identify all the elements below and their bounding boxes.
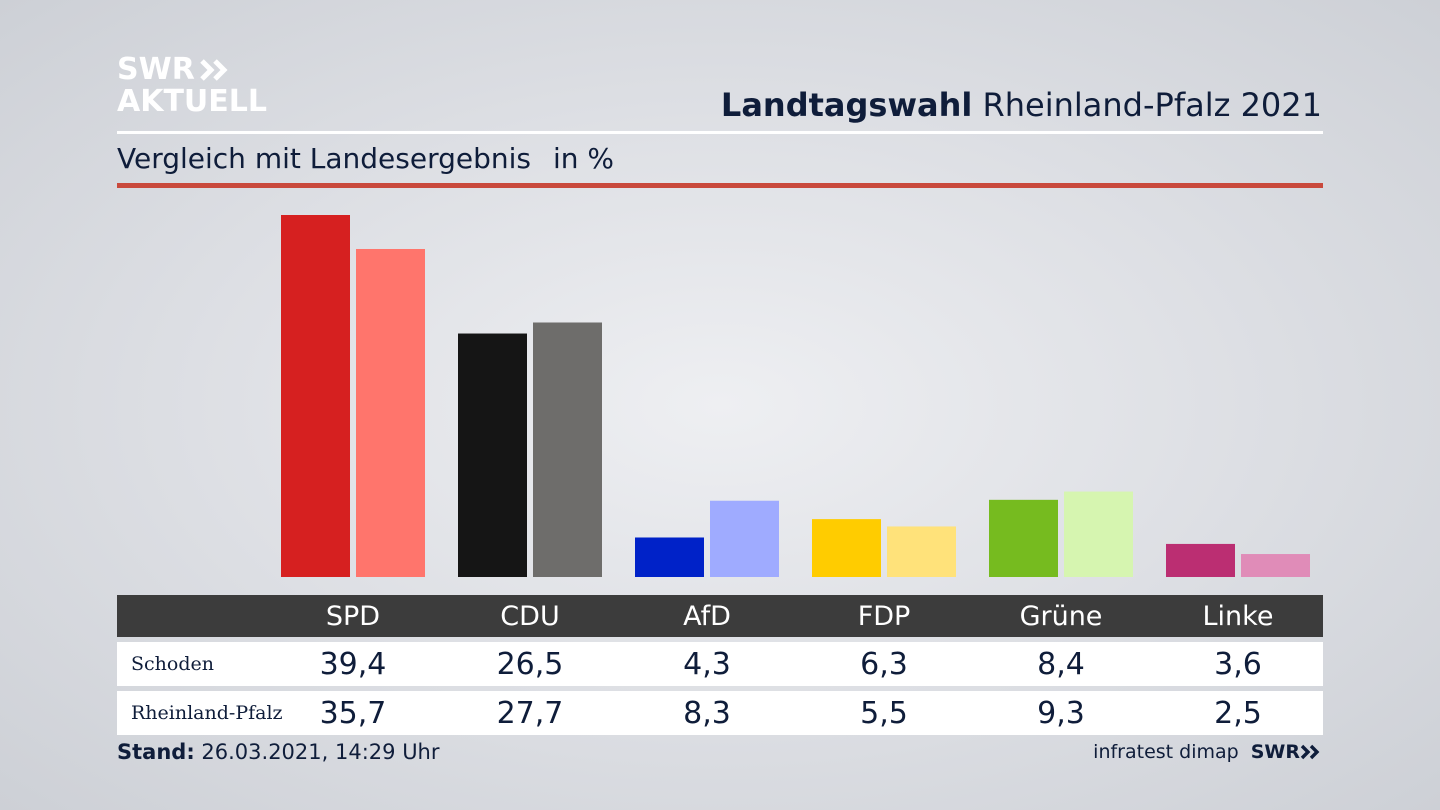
stand-label: Stand: bbox=[117, 740, 195, 764]
table-cell: 4,3 bbox=[683, 646, 731, 682]
table-cell: 3,6 bbox=[1214, 646, 1262, 682]
table-row: Rheinland-Pfalz 35,7 27,7 8,3 5,5 9,3 2,5 bbox=[117, 691, 1323, 735]
logo-line-2: AKTUELL bbox=[117, 84, 268, 119]
source-credit: infratest dimap SWR bbox=[1093, 741, 1322, 763]
bar-grne-state bbox=[1064, 491, 1133, 577]
table-cell: 5,5 bbox=[860, 695, 908, 731]
title-bold: Landtagswahl bbox=[720, 86, 973, 124]
table-cell: 39,4 bbox=[319, 646, 387, 682]
swr-aktuell-logo: SWR AKTUELL bbox=[117, 54, 267, 118]
title-rest: Rheinland-Pfalz 2021 bbox=[982, 86, 1322, 124]
column-header: Linke bbox=[1202, 600, 1274, 632]
logo-chevrons-icon bbox=[200, 59, 228, 81]
table-cell: 6,3 bbox=[860, 646, 908, 682]
bar-afd-local bbox=[635, 537, 704, 577]
bar-fdp-local bbox=[812, 519, 881, 577]
bar-grne-local bbox=[989, 499, 1058, 577]
column-header: Grüne bbox=[1019, 600, 1103, 632]
table-cell: 2,5 bbox=[1214, 695, 1262, 731]
timestamp: Stand: 26.03.2021, 14:29 Uhr bbox=[117, 740, 440, 764]
column-header: SPD bbox=[325, 600, 381, 632]
bar-fdp-state bbox=[887, 526, 956, 577]
bar-linke-local bbox=[1166, 543, 1235, 577]
table-cell: 8,4 bbox=[1037, 646, 1085, 682]
stand-value: 26.03.2021, 14:29 Uhr bbox=[201, 740, 440, 764]
row-label: Rheinland-Pfalz bbox=[131, 702, 283, 724]
source-chevrons-icon bbox=[1300, 744, 1320, 760]
bar-linke-state bbox=[1241, 554, 1310, 577]
logo-line-1: SWR bbox=[117, 52, 195, 87]
page-title: Landtagswahl Rheinland-Pfalz 2021 bbox=[721, 86, 1322, 124]
unit-label: in % bbox=[552, 142, 615, 175]
table-row: Schoden 39,4 26,5 4,3 6,3 8,4 3,6 bbox=[117, 642, 1323, 686]
table-cell: 27,7 bbox=[496, 695, 564, 731]
table-cell: 35,7 bbox=[319, 695, 387, 731]
title-divider bbox=[117, 131, 1323, 134]
source-brand: SWR bbox=[1250, 741, 1300, 763]
results-table: SPD CDU AfD FDP Grüne Linke Schoden 39,4 26,5 4… bbox=[117, 595, 1323, 735]
table-cell: 26,5 bbox=[496, 646, 564, 682]
subtitle-text: Vergleich mit Landesergebnis bbox=[117, 142, 531, 175]
bar-afd-state bbox=[710, 500, 779, 577]
bar-spd-local bbox=[281, 215, 350, 577]
subtitle-divider bbox=[117, 183, 1323, 188]
table-header-row: SPD CDU AfD FDP Grüne Linke bbox=[117, 595, 1323, 637]
source-label: infratest dimap bbox=[1093, 741, 1239, 763]
column-header: CDU bbox=[500, 600, 560, 632]
bar-spd-state bbox=[356, 248, 425, 577]
column-header: AfD bbox=[683, 600, 731, 632]
row-label: Schoden bbox=[131, 653, 214, 675]
table-cell: 9,3 bbox=[1037, 695, 1085, 731]
bar-cdu-local bbox=[458, 333, 527, 577]
bar-cdu-state bbox=[533, 322, 602, 577]
subtitle: Vergleich mit Landesergebnis in % bbox=[117, 142, 614, 175]
column-header: FDP bbox=[857, 600, 911, 632]
table-cell: 8,3 bbox=[683, 695, 731, 731]
